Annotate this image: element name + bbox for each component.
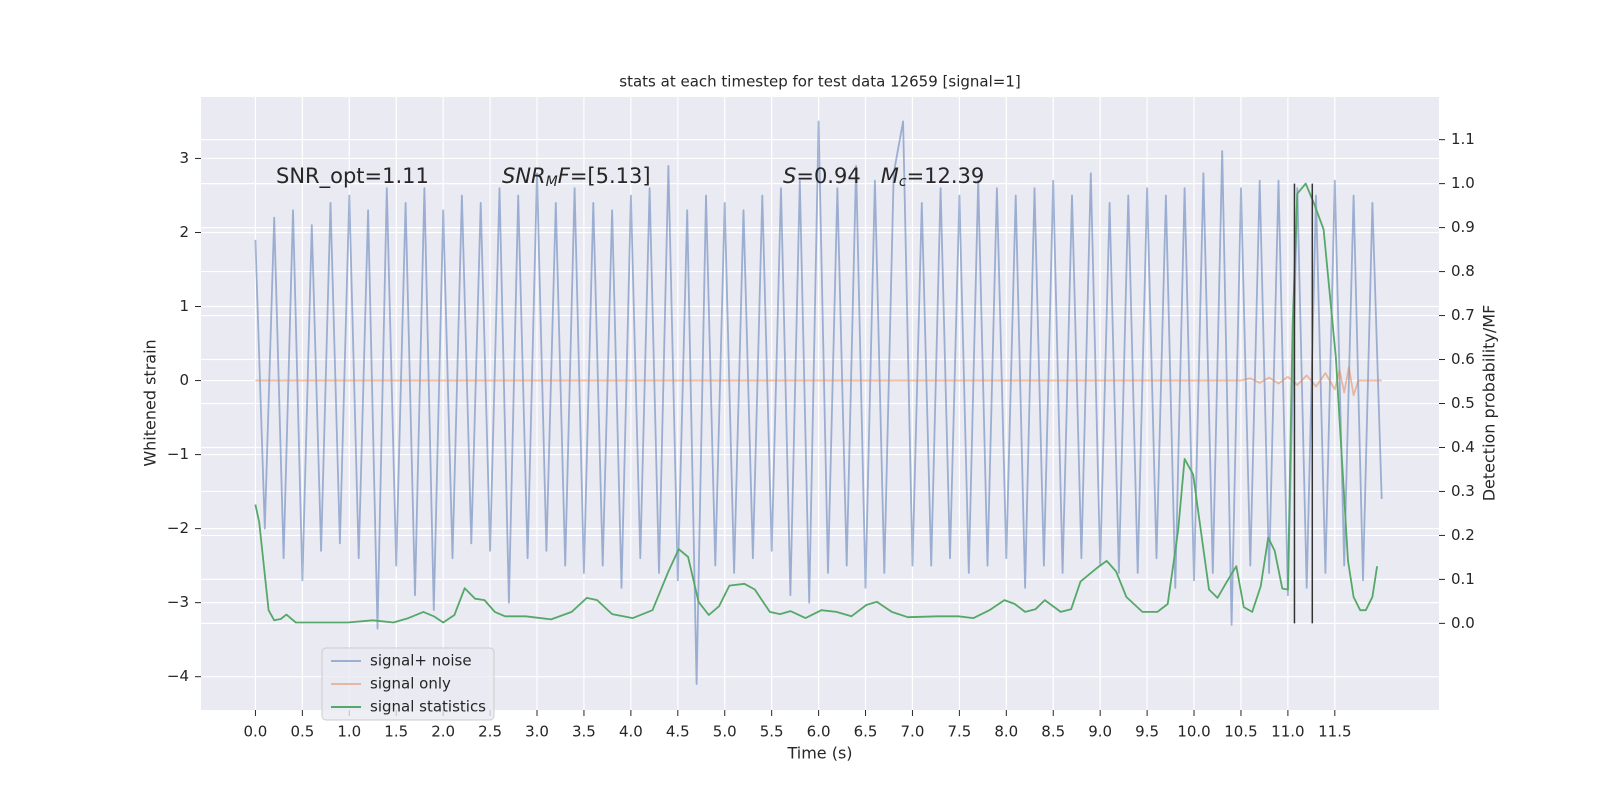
- x-tick-label: 11.0: [1271, 723, 1304, 741]
- legend-label: signal statistics: [370, 698, 486, 716]
- annotation-part: M: [546, 174, 558, 190]
- marks: [254, 120, 1383, 685]
- y2-tick-label: 0.7: [1451, 306, 1475, 324]
- y2-tick-label: 0.5: [1451, 394, 1475, 412]
- annotation-part: S: [783, 164, 796, 188]
- y-tick-label: 2: [179, 223, 189, 241]
- annotation-part: F: [558, 164, 571, 188]
- y-axis-label: Whitened strain: [141, 339, 160, 466]
- annotation: S=0.94 Mc=12.39: [783, 164, 984, 190]
- annotation: SNR_opt=1.11: [276, 164, 429, 189]
- x-tick-label: 10.5: [1224, 723, 1257, 741]
- y-tick-label: −2: [167, 519, 189, 537]
- x-tick-label: 7.0: [901, 723, 925, 741]
- x-tick-label: 2.0: [431, 723, 455, 741]
- annotation-part: =[5.13]: [570, 164, 651, 188]
- series-line: [254, 120, 1383, 685]
- x-tick-label: 4.0: [619, 723, 643, 741]
- y-tick-label: −4: [167, 667, 189, 685]
- annotation-part: =0.94: [796, 164, 880, 188]
- x-tick-label: 8.5: [1041, 723, 1065, 741]
- x-tick-label: 3.0: [525, 723, 549, 741]
- y-tick-label: 0: [179, 371, 189, 389]
- chart-title: stats at each timestep for test data 126…: [619, 73, 1020, 91]
- y2-axis-label: Detection probability/MF: [1480, 305, 1499, 502]
- x-tick-label: 10.0: [1177, 723, 1210, 741]
- annotation-part: M: [881, 164, 899, 188]
- x-tick-label: 1.5: [384, 723, 408, 741]
- x-tick-label: 8.0: [994, 723, 1018, 741]
- y2-tick-label: 0.4: [1451, 438, 1475, 456]
- annotation-part: SNR_opt=1.11: [276, 164, 429, 189]
- x-tick-label: 9.5: [1135, 723, 1159, 741]
- y2-tick-label: 0.6: [1451, 350, 1475, 368]
- y2-tick-label: 0.8: [1451, 262, 1475, 280]
- x-tick-label: 1.0: [337, 723, 361, 741]
- y2-tick-label: 1.1: [1451, 130, 1475, 148]
- x-tick-label: 4.5: [666, 723, 690, 741]
- y2-tick-label: 1.0: [1451, 174, 1475, 192]
- annotation-part: c: [899, 174, 907, 190]
- annotation: SNRMF=[5.13]: [502, 164, 651, 190]
- y-tick-label: −1: [167, 445, 189, 463]
- series-line: [255, 366, 1382, 397]
- x-tick-label: 0.5: [290, 723, 314, 741]
- x-tick-label: 9.0: [1088, 723, 1112, 741]
- x-tick-label: 6.5: [854, 723, 878, 741]
- x-tick-label: 5.5: [760, 723, 784, 741]
- x-axis-label: Time (s): [786, 744, 852, 763]
- annotation-part: SNR: [502, 164, 546, 188]
- y-tick-label: −3: [167, 593, 189, 611]
- legend-label: signal only: [370, 675, 451, 693]
- annotation-part: =12.39: [907, 164, 985, 188]
- x-tick-label: 11.5: [1318, 723, 1351, 741]
- legend-box: [321, 647, 495, 721]
- y2-tick-label: 0.9: [1451, 218, 1475, 236]
- x-tick-label: 5.0: [713, 723, 737, 741]
- y2-tick-label: 0.1: [1451, 570, 1475, 588]
- x-tick-label: 7.5: [947, 723, 971, 741]
- y-tick-label: 1: [179, 297, 189, 315]
- x-tick-label: 6.0: [807, 723, 831, 741]
- y2-tick-label: 0.2: [1451, 526, 1475, 544]
- x-tick-label: 3.5: [572, 723, 596, 741]
- series-line: [254, 182, 1378, 624]
- y-tick-label: 3: [179, 149, 189, 167]
- x-tick-label: 0.0: [244, 723, 268, 741]
- legend-label: signal+ noise: [370, 652, 472, 670]
- x-tick-label: 2.5: [478, 723, 502, 741]
- y2-tick-label: 0.3: [1451, 482, 1475, 500]
- y2-tick-label: 0.0: [1451, 614, 1475, 632]
